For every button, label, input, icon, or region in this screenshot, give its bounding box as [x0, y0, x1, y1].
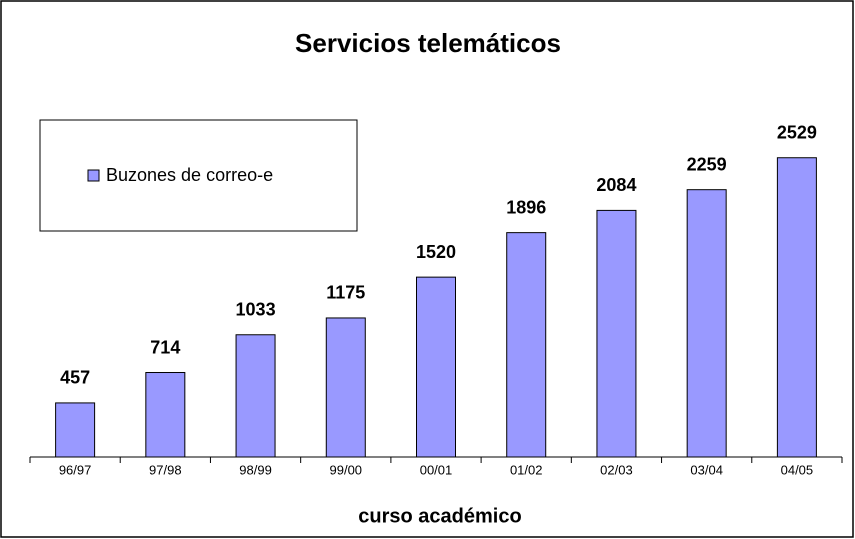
bar [235, 334, 276, 458]
x-tick-label: 03/04 [690, 462, 723, 477]
value-label: 1520 [416, 242, 456, 262]
bar [55, 402, 96, 458]
x-tick-label: 96/97 [59, 462, 92, 477]
value-label: 457 [60, 368, 90, 388]
x-tick-label: 01/02 [510, 462, 543, 477]
x-tick-label: 04/05 [781, 462, 814, 477]
value-label: 2259 [687, 154, 727, 174]
value-label: 2529 [777, 122, 817, 142]
value-label: 1175 [326, 283, 365, 303]
x-tick-label: 98/99 [239, 462, 272, 477]
bar [416, 276, 456, 458]
x-axis-title: curso académico [358, 505, 521, 527]
value-label: 2084 [596, 175, 636, 195]
x-tick-label: 00/01 [420, 462, 453, 477]
chart-title: Servicios telemáticos [295, 28, 561, 58]
bar [686, 189, 727, 458]
bar [325, 317, 366, 458]
x-tick-label: 99/00 [330, 462, 363, 477]
bar [506, 232, 547, 458]
value-label: 714 [150, 337, 180, 357]
x-tick-label: 02/03 [600, 462, 633, 477]
bar [776, 157, 817, 458]
legend-label: Buzones de correo-e [106, 165, 273, 185]
value-label: 1033 [236, 300, 276, 320]
x-tick-label: 97/98 [149, 462, 182, 477]
value-label: 1896 [506, 197, 546, 217]
bar [145, 372, 186, 458]
legend-swatch [87, 169, 100, 182]
bar [596, 209, 637, 458]
